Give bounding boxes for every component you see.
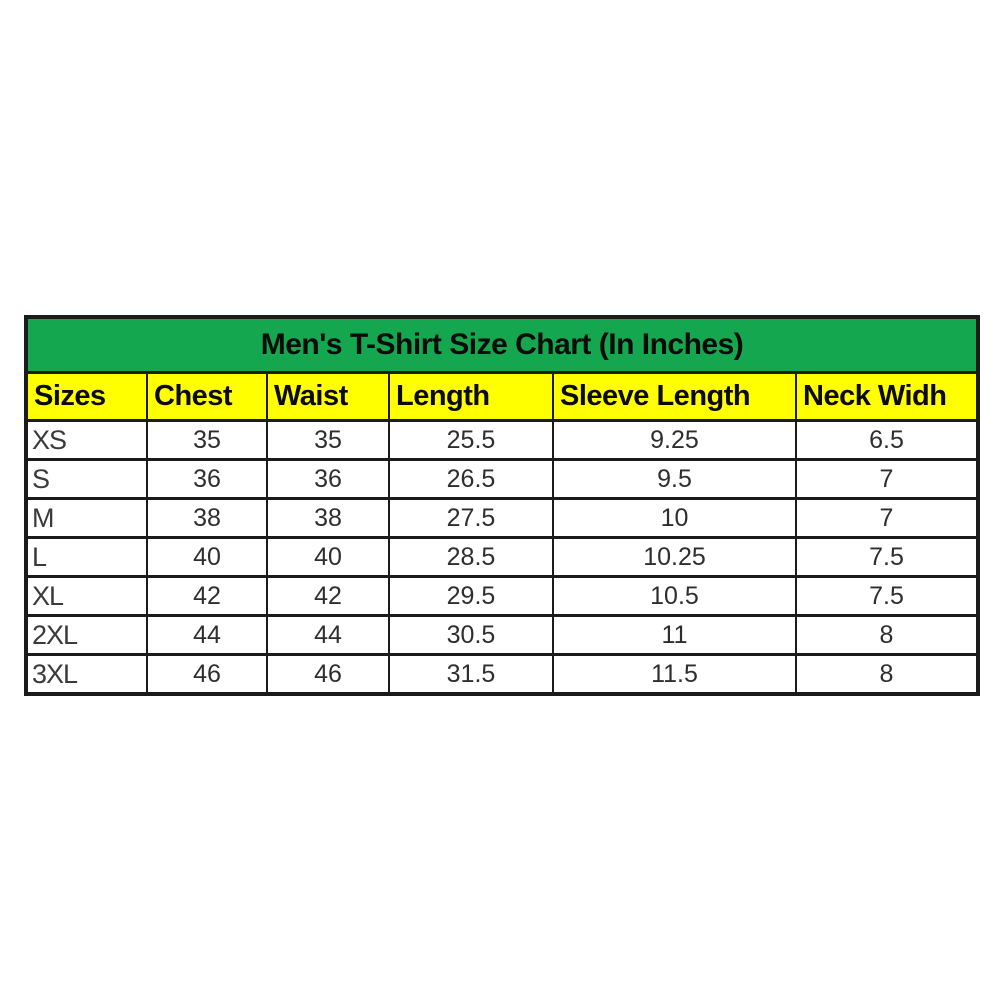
neck-width-cell: 7 [794, 458, 980, 500]
table-row-l: L 40 40 28.5 10.25 7.5 [25, 536, 980, 578]
neck-width-cell: 7.5 [794, 575, 980, 617]
neck-width-cell: 8 [794, 614, 980, 656]
size-cell: XS [25, 419, 148, 461]
sleeve-length-cell: 11.5 [552, 653, 797, 696]
title-row: Men's T-Shirt Size Chart (In Inches) [24, 315, 980, 374]
neck-width-cell: 8 [794, 653, 980, 696]
length-cell: 28.5 [388, 536, 554, 578]
column-header-length: Length [388, 371, 554, 422]
size-cell: S [25, 458, 148, 500]
chest-cell: 36 [146, 458, 268, 500]
sleeve-length-cell: 10 [552, 497, 797, 539]
chest-cell: 44 [146, 614, 268, 656]
waist-cell: 46 [266, 653, 390, 696]
waist-cell: 44 [266, 614, 390, 656]
column-header-waist: Waist [266, 371, 390, 422]
table-title: Men's T-Shirt Size Chart (In Inches) [24, 315, 980, 374]
sleeve-length-cell: 9.25 [552, 419, 797, 461]
table-row-s: S 36 36 26.5 9.5 7 [25, 458, 980, 500]
length-cell: 30.5 [388, 614, 554, 656]
column-header-sleeve-length: Sleeve Length [552, 371, 797, 422]
table-row-xs: XS 35 35 25.5 9.25 6.5 [25, 419, 980, 461]
chest-cell: 35 [146, 419, 268, 461]
size-cell: M [25, 497, 148, 539]
table-row-3xl: 3XL 46 46 31.5 11.5 8 [25, 653, 980, 696]
chest-cell: 38 [146, 497, 268, 539]
length-cell: 27.5 [388, 497, 554, 539]
chest-cell: 40 [146, 536, 268, 578]
neck-width-cell: 7 [794, 497, 980, 539]
waist-cell: 40 [266, 536, 390, 578]
table-row-2xl: 2XL 44 44 30.5 11 8 [25, 614, 980, 656]
neck-width-cell: 7.5 [794, 536, 980, 578]
size-chart-table: Men's T-Shirt Size Chart (In Inches) Siz… [24, 315, 981, 696]
length-cell: 26.5 [388, 458, 554, 500]
chest-cell: 42 [146, 575, 268, 617]
neck-width-cell: 6.5 [794, 419, 980, 461]
table-row-xl: XL 42 42 29.5 10.5 7.5 [25, 575, 980, 617]
header-row: Sizes Chest Waist Length Sleeve Length N… [25, 371, 980, 422]
sleeve-length-cell: 10.5 [552, 575, 797, 617]
size-cell: 2XL [25, 614, 148, 656]
waist-cell: 36 [266, 458, 390, 500]
table-row-m: M 38 38 27.5 10 7 [25, 497, 980, 539]
waist-cell: 38 [266, 497, 390, 539]
length-cell: 31.5 [388, 653, 554, 696]
column-header-chest: Chest [146, 371, 268, 422]
waist-cell: 42 [266, 575, 390, 617]
column-header-sizes: Sizes [25, 371, 148, 422]
column-header-neck-width: Neck Widh [794, 371, 980, 422]
size-cell: XL [25, 575, 148, 617]
sleeve-length-cell: 10.25 [552, 536, 797, 578]
size-cell: L [25, 536, 148, 578]
length-cell: 29.5 [388, 575, 554, 617]
length-cell: 25.5 [388, 419, 554, 461]
sleeve-length-cell: 11 [552, 614, 797, 656]
waist-cell: 35 [266, 419, 390, 461]
size-cell: 3XL [25, 653, 148, 696]
chest-cell: 46 [146, 653, 268, 696]
sleeve-length-cell: 9.5 [552, 458, 797, 500]
